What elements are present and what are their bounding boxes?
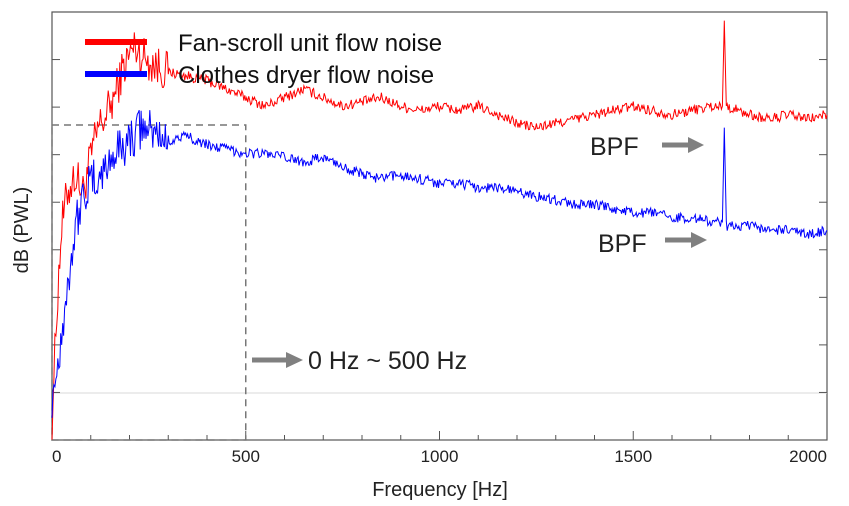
bpf-label-upper: BPF bbox=[590, 133, 639, 161]
x-tick-label: 500 bbox=[232, 447, 260, 466]
legend-label-fan-scroll: Fan-scroll unit flow noise bbox=[178, 30, 442, 57]
x-tick-label: 1500 bbox=[614, 447, 652, 466]
legend: Fan-scroll unit flow noise Clothes dryer… bbox=[85, 30, 442, 89]
bpf-arrow-lower-icon bbox=[665, 232, 707, 248]
bpf-arrow-upper-icon bbox=[662, 137, 704, 153]
y-ticks bbox=[52, 59, 827, 393]
series-line-clothes-dryer bbox=[51, 110, 828, 418]
range-label: 0 Hz ~ 500 Hz bbox=[308, 347, 467, 375]
x-ticks: 0 500 1000 1500 2000 bbox=[51, 431, 828, 466]
x-tick-label: 2000 bbox=[789, 447, 827, 466]
x-axis-title: Frequency [Hz] bbox=[372, 479, 508, 501]
series-line-fan-scroll bbox=[51, 20, 828, 440]
x-tick-label: 0 bbox=[52, 447, 61, 466]
x-tick-label: 1000 bbox=[421, 447, 459, 466]
y-axis-title: dB (PWL) bbox=[11, 187, 33, 274]
legend-label-clothes-dryer: Clothes dryer flow noise bbox=[178, 62, 434, 89]
bpf-label-lower: BPF bbox=[598, 230, 647, 258]
series-layer bbox=[51, 20, 828, 440]
range-arrow-icon bbox=[252, 352, 303, 368]
